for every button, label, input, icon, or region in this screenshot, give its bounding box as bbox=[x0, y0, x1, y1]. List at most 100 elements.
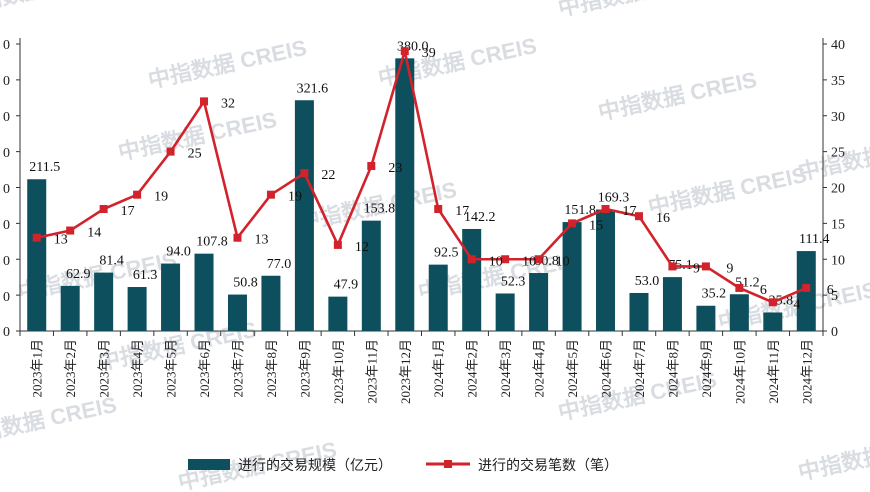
line-data-labels: 13 14 17 19 25 32 13 19 22 12 23 39 17 10 10 10 15 17 16 9 9… bbox=[54, 46, 834, 312]
line-marker bbox=[333, 240, 342, 249]
legend-bar-swatch bbox=[188, 459, 230, 470]
x-axis-tick-label: 2024年2月 bbox=[465, 339, 480, 398]
line-marker bbox=[467, 255, 476, 264]
bar bbox=[161, 263, 181, 331]
line-data-label: 25 bbox=[188, 147, 202, 162]
left-axis-tick-label: 0 bbox=[3, 38, 10, 53]
line-data-label: 9 bbox=[726, 261, 733, 276]
bar bbox=[529, 273, 549, 331]
left-axis-tick-label: 0 bbox=[3, 254, 10, 269]
x-axis-tick-label: 2024年10月 bbox=[732, 339, 747, 404]
bar-data-label: 142.2 bbox=[464, 210, 496, 225]
bar-data-label: 50.8 bbox=[233, 276, 258, 291]
bar-data-label: 153.8 bbox=[364, 202, 396, 217]
watermark-text: 中指数据 CREIS bbox=[796, 427, 870, 485]
line-data-label: 6 bbox=[827, 283, 834, 298]
line-data-label: 10 bbox=[522, 254, 536, 269]
x-axis-tick-label: 2023年11月 bbox=[364, 339, 379, 404]
watermark-text: 中指数据 CREIS bbox=[0, 392, 119, 450]
bar bbox=[227, 294, 247, 331]
line-series bbox=[32, 47, 811, 307]
x-axis-tick-label: 2023年4月 bbox=[130, 339, 145, 398]
bar-data-label: 62.9 bbox=[66, 267, 91, 282]
line-data-label: 19 bbox=[154, 190, 168, 205]
bar bbox=[696, 305, 716, 331]
line-data-label: 32 bbox=[221, 96, 235, 111]
line-marker bbox=[200, 97, 209, 106]
line-marker bbox=[434, 205, 443, 214]
line-data-label: 9 bbox=[693, 261, 700, 276]
bar bbox=[562, 222, 582, 331]
line-marker bbox=[568, 219, 577, 228]
right-axis-tick-label: 25 bbox=[831, 146, 845, 161]
x-axis-tick-label: 2024年3月 bbox=[498, 339, 513, 398]
right-axis-tick-label: 35 bbox=[831, 74, 845, 89]
bar-data-label: 61.3 bbox=[133, 268, 158, 283]
left-axis-tick-label: 0 bbox=[3, 290, 10, 305]
line-marker bbox=[66, 226, 75, 235]
right-axis-tick-label: 5 bbox=[831, 289, 838, 304]
bar bbox=[662, 277, 682, 331]
legend-line-label: 进行的交易笔数（笔） bbox=[478, 457, 618, 474]
bar bbox=[629, 292, 649, 331]
line-marker bbox=[300, 169, 309, 178]
x-axis-tick-label: 2024年7月 bbox=[632, 339, 647, 398]
line-marker bbox=[701, 262, 710, 271]
x-axis-tick-label: 2023年5月 bbox=[164, 339, 179, 398]
watermark-text: 中指数据 CREIS bbox=[646, 162, 809, 220]
bar bbox=[94, 272, 114, 331]
bar-data-label: 169.3 bbox=[598, 191, 630, 206]
x-axis-tick-label: 2023年2月 bbox=[63, 339, 78, 398]
bar-data-label: 107.8 bbox=[196, 235, 228, 250]
bar-data-label: 77.0 bbox=[267, 257, 292, 272]
line-marker bbox=[802, 283, 811, 292]
x-axis-tick-label: 2023年6月 bbox=[197, 339, 212, 398]
bar bbox=[294, 100, 314, 331]
right-axis-tick-label: 0 bbox=[831, 325, 838, 340]
bar-data-label: 47.9 bbox=[334, 278, 359, 293]
legend-bar-label: 进行的交易规模（亿元） bbox=[238, 457, 392, 474]
x-axis-tick-label: 2024年4月 bbox=[532, 339, 547, 398]
line-data-label: 22 bbox=[321, 168, 335, 183]
line-path bbox=[36, 50, 807, 304]
x-axis-tick-label: 2023年1月 bbox=[30, 339, 45, 398]
line-marker bbox=[99, 205, 108, 214]
left-axis-tick-label: 0 bbox=[3, 74, 10, 89]
line-marker bbox=[166, 147, 175, 156]
bar-data-label: 52.3 bbox=[501, 274, 526, 289]
line-marker bbox=[233, 233, 242, 242]
x-axis-tick-label: 2023年7月 bbox=[230, 339, 245, 398]
line-data-label: 19 bbox=[288, 190, 302, 205]
x-axis-tick-label: 2024年6月 bbox=[599, 339, 614, 398]
watermark-text: 中指数据 CREIS bbox=[146, 35, 309, 93]
x-axis-tick-label: 2023年9月 bbox=[297, 339, 312, 398]
line-data-label: 39 bbox=[422, 46, 436, 61]
line-marker bbox=[400, 47, 409, 56]
bar-data-label: 81.4 bbox=[99, 254, 124, 269]
bar bbox=[328, 296, 348, 331]
line-marker bbox=[501, 255, 510, 264]
bar-data-label: 211.5 bbox=[29, 160, 60, 175]
line-data-label: 13 bbox=[54, 233, 68, 248]
legend-line-marker bbox=[444, 460, 452, 468]
line-marker bbox=[367, 161, 376, 170]
line-data-label: 17 bbox=[121, 204, 135, 219]
bar bbox=[361, 220, 381, 331]
bar-series bbox=[27, 58, 816, 331]
line-marker bbox=[32, 233, 41, 242]
x-axis-tick-label: 2024年11月 bbox=[766, 339, 781, 404]
x-axis-tick-label: 2023年8月 bbox=[264, 339, 279, 398]
line-marker bbox=[266, 190, 275, 199]
watermark-text: 中指数据 CREIS bbox=[596, 67, 759, 125]
line-data-label: 17 bbox=[455, 204, 469, 219]
line-marker bbox=[668, 262, 677, 271]
x-axis-tick-label: 2024年5月 bbox=[565, 339, 580, 398]
right-axis-tick-label: 20 bbox=[831, 182, 845, 197]
x-axis-tick-label: 2023年12月 bbox=[398, 339, 413, 404]
watermark-text: 中指数据 CREIS bbox=[0, 0, 119, 19]
line-data-label: 17 bbox=[623, 204, 637, 219]
line-data-label: 15 bbox=[589, 218, 603, 233]
line-marker bbox=[634, 212, 643, 221]
bar bbox=[596, 209, 616, 331]
legend: 进行的交易规模（亿元） 进行的交易笔数（笔） bbox=[188, 457, 618, 474]
